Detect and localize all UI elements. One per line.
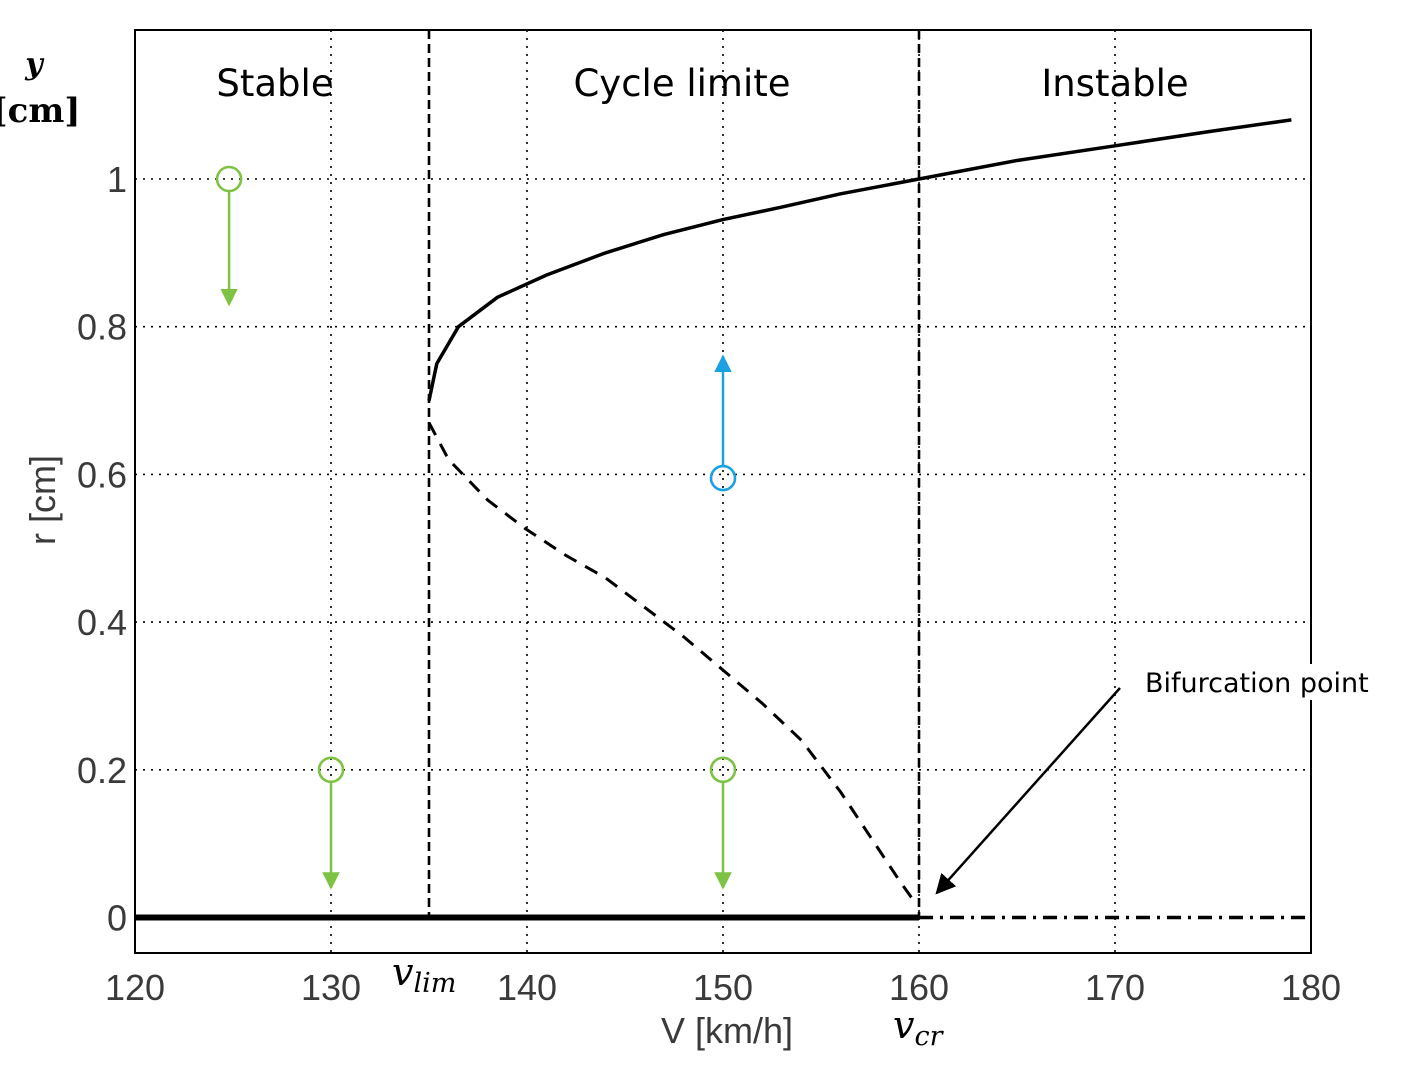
v-cr-symbol: v bbox=[893, 1003, 915, 1047]
v-lim-symbol: v bbox=[392, 950, 414, 994]
y-tick-labels: 0 0.2 0.4 0.6 0.8 1 bbox=[77, 159, 127, 939]
y-axis-alt-symbol: y bbox=[24, 47, 45, 82]
plot-frame bbox=[134, 29, 1312, 954]
y-tick-label-0.4: 0.4 bbox=[77, 602, 127, 643]
x-tick-label-150: 150 bbox=[693, 967, 753, 1008]
x-tick-label-160: 160 bbox=[889, 967, 949, 1008]
x-tick-label-120: 120 bbox=[105, 967, 165, 1008]
series-line-dashed-1 bbox=[427, 421, 917, 904]
v-cr-label: vcr bbox=[893, 1003, 945, 1052]
v-lim-subscript: lim bbox=[413, 968, 456, 999]
state-marker-0 bbox=[215, 165, 243, 193]
region-label-instable: Instable bbox=[1041, 62, 1188, 105]
y-axis-label: r [cm] bbox=[22, 455, 63, 545]
state-marker-1 bbox=[317, 756, 345, 784]
bifurcation-label-bg bbox=[1142, 664, 1392, 700]
y-tick-label-1: 1 bbox=[107, 159, 127, 200]
x-tick-label-130: 130 bbox=[301, 967, 361, 1008]
state-marker-2 bbox=[709, 756, 737, 784]
bifurcation-label: Bifurcation point bbox=[1145, 668, 1369, 699]
x-tick-label-170: 170 bbox=[1085, 967, 1145, 1008]
v-lim-label: vlim bbox=[392, 950, 456, 999]
y-axis-alt-unit: [cm] bbox=[0, 91, 80, 131]
series-line-solid-0 bbox=[427, 118, 1292, 401]
bifurcation-annotation: Bifurcation point bbox=[935, 664, 1392, 895]
x-tick-label-180: 180 bbox=[1281, 967, 1341, 1008]
x-tick-label-140: 140 bbox=[497, 967, 557, 1008]
y-tick-label-0.2: 0.2 bbox=[77, 750, 127, 791]
v-cr-subscript: cr bbox=[914, 1021, 944, 1052]
state-markers bbox=[215, 165, 737, 890]
x-tick-labels: 120 130 140 150 160 170 180 bbox=[105, 967, 1341, 1008]
state-marker-3 bbox=[709, 464, 737, 492]
series-lines bbox=[135, 30, 1311, 921]
y-tick-label-0: 0 bbox=[107, 898, 127, 939]
region-label-stable: Stable bbox=[216, 62, 333, 105]
x-axis-label: V [km/h] bbox=[661, 1010, 793, 1051]
y-tick-label-0.6: 0.6 bbox=[77, 454, 127, 495]
y-tick-label-0.8: 0.8 bbox=[77, 307, 127, 348]
region-label-cycle-limite: Cycle limite bbox=[573, 62, 790, 105]
bifurcation-arrow bbox=[935, 687, 1121, 895]
